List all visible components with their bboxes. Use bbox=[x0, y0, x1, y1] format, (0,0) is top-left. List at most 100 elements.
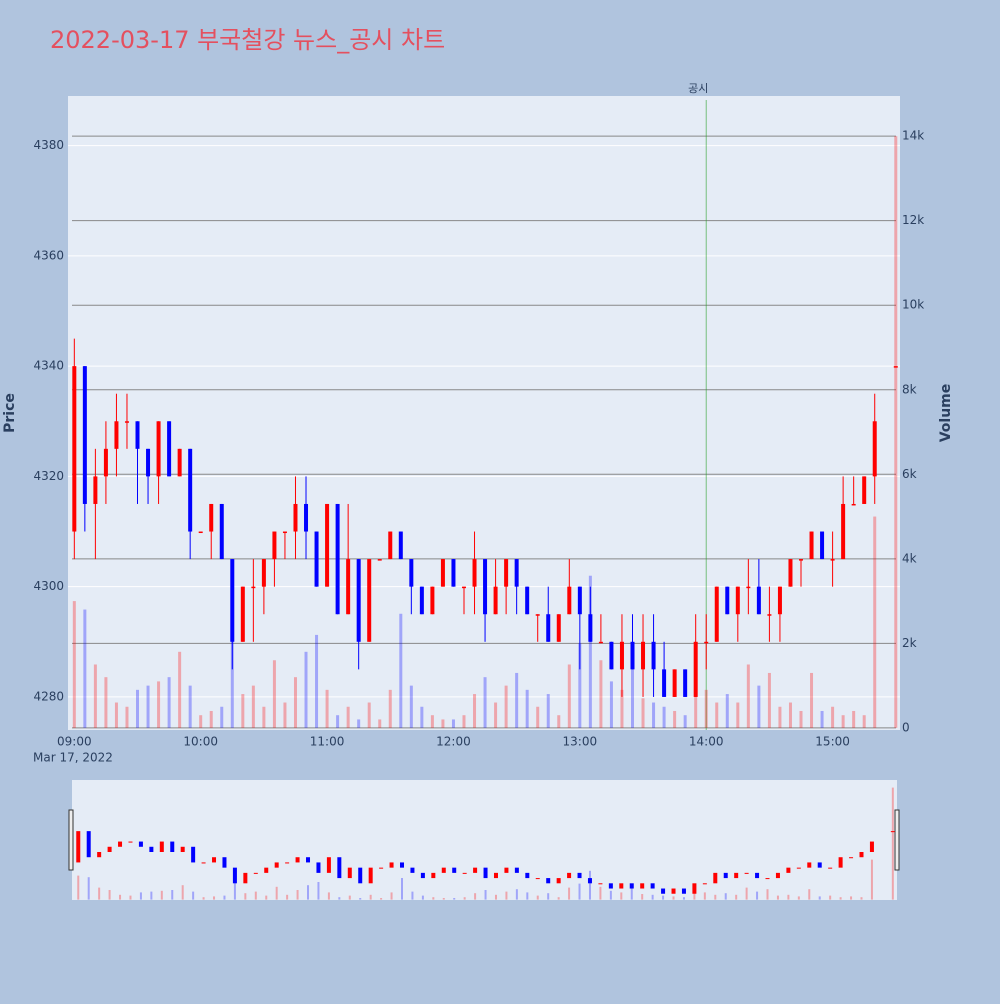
volume-bar bbox=[72, 601, 76, 728]
volume-bar bbox=[114, 702, 118, 728]
mini-volume-bar bbox=[714, 894, 717, 900]
candle-body bbox=[188, 448, 193, 532]
mini-volume-bar bbox=[160, 890, 163, 900]
mini-candle bbox=[253, 872, 258, 874]
volume-bar bbox=[178, 651, 182, 728]
candle-body bbox=[830, 559, 835, 561]
volume-bar bbox=[262, 706, 266, 728]
candle-body bbox=[725, 586, 730, 615]
candle-body bbox=[525, 586, 530, 615]
y2-tick-label: 8k bbox=[902, 382, 917, 396]
volume-bar bbox=[831, 706, 835, 728]
mini-volume-bar bbox=[745, 887, 748, 900]
mini-candle bbox=[514, 867, 519, 873]
mini-volume-bar bbox=[578, 883, 581, 900]
candle-body bbox=[282, 531, 287, 534]
mini-candle bbox=[316, 862, 321, 873]
mini-candle bbox=[379, 867, 384, 869]
volume-bar bbox=[199, 715, 203, 728]
volume-bar bbox=[841, 715, 845, 728]
candle-body bbox=[209, 503, 214, 532]
volume-bar bbox=[293, 677, 297, 728]
volume-bar bbox=[852, 710, 856, 728]
candle-body bbox=[409, 559, 414, 587]
range-slider[interactable] bbox=[72, 780, 897, 900]
volume-bar bbox=[862, 715, 866, 728]
volume-bar bbox=[557, 715, 561, 728]
mini-volume-bar bbox=[599, 886, 602, 900]
mini-candle bbox=[786, 867, 791, 873]
mini-volume-bar bbox=[756, 891, 759, 900]
candle-body bbox=[461, 586, 466, 589]
volume-bar bbox=[578, 643, 582, 728]
volume-bar bbox=[683, 715, 687, 728]
mini-volume-bar bbox=[421, 895, 424, 900]
mini-candle bbox=[587, 878, 592, 884]
mini-candle bbox=[849, 857, 854, 859]
volume-bar bbox=[483, 677, 487, 728]
y2-tick-label: 12k bbox=[902, 213, 924, 227]
volume-bar bbox=[715, 702, 719, 728]
mini-candle bbox=[473, 867, 478, 873]
y2-tick-label: 0 bbox=[902, 720, 910, 734]
candle-body bbox=[493, 586, 498, 615]
mini-candle bbox=[337, 857, 342, 879]
mini-volume-bar bbox=[296, 890, 299, 900]
candle-body bbox=[472, 559, 477, 587]
y-tick-label: 4320 bbox=[33, 469, 64, 483]
mini-volume-bar bbox=[536, 895, 539, 900]
mini-volume-bar bbox=[505, 891, 508, 900]
volume-bar bbox=[620, 689, 624, 728]
mini-volume-bar bbox=[108, 890, 111, 900]
mini-candle bbox=[389, 862, 394, 868]
mini-volume-bar bbox=[223, 895, 226, 900]
mini-candle bbox=[295, 857, 300, 863]
mini-volume-bar bbox=[202, 897, 205, 900]
volume-bar bbox=[230, 622, 234, 728]
x-tick-label: 10:00 bbox=[183, 735, 218, 749]
volume-bar bbox=[315, 634, 319, 728]
volume-bar bbox=[399, 613, 403, 728]
volume-bar bbox=[778, 706, 782, 728]
candle-body bbox=[714, 586, 719, 642]
mini-candle bbox=[535, 878, 540, 880]
mini-candle bbox=[671, 888, 676, 894]
candle-body bbox=[672, 669, 677, 697]
candle-body bbox=[630, 641, 635, 670]
candle-body bbox=[72, 366, 77, 532]
volume-bar bbox=[146, 685, 150, 728]
mini-candle bbox=[890, 831, 895, 833]
mini-candle bbox=[138, 841, 143, 847]
mini-candle bbox=[170, 841, 175, 852]
candle-body bbox=[609, 641, 614, 670]
candle-body bbox=[293, 503, 298, 532]
candle-body bbox=[261, 559, 266, 587]
volume-bar bbox=[220, 706, 224, 728]
mini-candle bbox=[76, 831, 81, 863]
range-handle[interactable] bbox=[894, 809, 900, 871]
mini-candle bbox=[285, 862, 290, 864]
range-handle[interactable] bbox=[68, 809, 74, 871]
mini-volume-bar bbox=[150, 891, 153, 900]
mini-volume-bar bbox=[275, 886, 278, 900]
candle-body bbox=[377, 559, 382, 561]
candle-body bbox=[93, 476, 98, 504]
mini-candle bbox=[859, 852, 864, 858]
volume-bar bbox=[336, 715, 340, 728]
volume-bar bbox=[746, 664, 750, 728]
x-tick-label: 13:00 bbox=[563, 735, 598, 749]
chart-title: 2022-03-17 부국철강 뉴스_공시 차트 bbox=[50, 26, 445, 54]
mini-candle bbox=[431, 872, 436, 879]
candle-body bbox=[419, 586, 424, 615]
candle-body bbox=[388, 531, 393, 560]
mini-volume-bar bbox=[850, 896, 853, 900]
volume-bar bbox=[788, 702, 792, 728]
mini-volume-bar bbox=[181, 885, 184, 900]
mini-candle bbox=[441, 867, 446, 873]
y-axis-title: Price bbox=[2, 393, 18, 433]
volume-bar bbox=[694, 677, 698, 728]
candle-body bbox=[103, 448, 108, 477]
candle-body bbox=[862, 476, 867, 504]
volume-bar bbox=[125, 706, 129, 728]
mini-volume-bar bbox=[703, 892, 706, 900]
